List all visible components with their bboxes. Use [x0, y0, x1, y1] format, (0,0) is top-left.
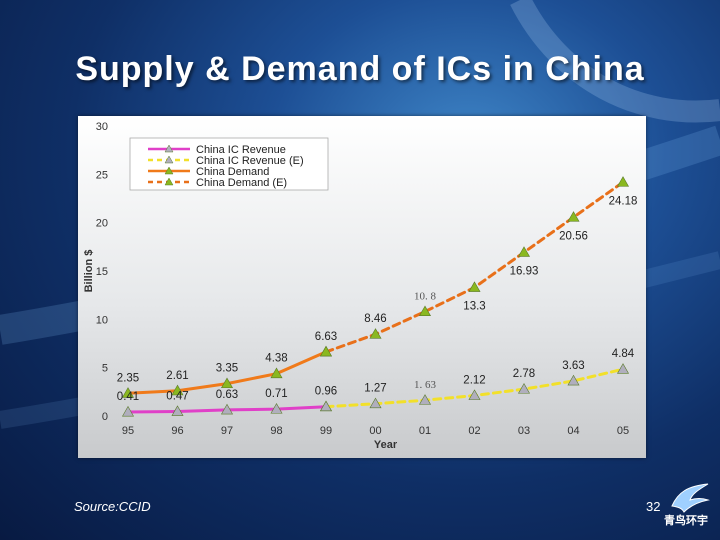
series-marker-1	[468, 389, 481, 400]
y-tick-label: 30	[96, 121, 108, 133]
x-axis-title: Year	[374, 439, 398, 451]
data-label: 2.78	[513, 368, 535, 380]
legend-marker-1	[164, 155, 174, 164]
series-marker-3	[567, 211, 580, 222]
x-tick-label: 96	[171, 425, 183, 437]
data-label: 10. 8	[414, 291, 437, 303]
series-marker-0	[270, 403, 283, 414]
series-marker-0	[171, 405, 184, 416]
series-marker-3	[418, 305, 432, 317]
legend-entry: China IC Revenue (E)	[196, 155, 304, 167]
series-marker-3	[369, 328, 382, 339]
data-label: 20.56	[559, 230, 588, 242]
data-label: 4.84	[612, 348, 635, 360]
series-marker-1	[616, 363, 630, 374]
data-label: 0.96	[315, 386, 337, 398]
x-tick-label: 95	[122, 425, 134, 437]
data-label: 0.47	[166, 390, 188, 402]
logo-text: 青鸟环宇	[664, 515, 708, 527]
data-label: 2.35	[117, 372, 139, 384]
series-marker-1	[418, 394, 432, 405]
legend-box	[129, 137, 329, 191]
x-tick-label: 03	[518, 425, 530, 437]
data-label: 0.71	[265, 388, 287, 400]
data-label: 4.38	[265, 353, 287, 365]
y-tick-label: 25	[96, 169, 108, 181]
data-label: 1. 63	[414, 379, 437, 391]
series-marker-3	[616, 176, 630, 187]
series-marker-2	[270, 367, 283, 379]
legend-marker-3	[164, 177, 174, 186]
y-tick-label: 20	[96, 218, 108, 230]
data-label: 3.63	[562, 360, 584, 372]
data-label: 3.35	[216, 363, 238, 375]
series-marker-2	[121, 387, 135, 398]
data-label: 0.63	[216, 389, 238, 401]
y-axis-title: Billion $	[83, 250, 95, 293]
x-tick-label: 04	[567, 425, 579, 437]
data-label: 2.61	[166, 370, 188, 382]
series-marker-3	[517, 246, 531, 257]
y-tick-label: 15	[96, 266, 108, 278]
x-tick-label: 98	[270, 425, 282, 437]
series-marker-1	[517, 383, 531, 394]
data-label: 2.12	[463, 375, 485, 387]
series-marker-1	[567, 374, 580, 386]
series-marker-2	[171, 384, 184, 396]
x-tick-label: 00	[369, 425, 381, 437]
slide-title: Supply & Demand of ICs in China	[75, 50, 645, 88]
data-label: 6.63	[315, 331, 337, 343]
data-label: 1.27	[364, 383, 386, 395]
bird-logo-icon	[671, 483, 710, 513]
data-label: 24.18	[609, 195, 638, 207]
y-tick-label: 10	[96, 314, 108, 326]
x-tick-label: 99	[320, 425, 332, 437]
x-tick-label: 05	[617, 425, 629, 437]
series-line-3	[324, 180, 625, 354]
data-label: 13.3	[463, 300, 485, 312]
x-tick-label: 97	[221, 425, 233, 437]
source-note: Source:CCID	[74, 499, 151, 514]
legend-marker-0	[164, 144, 174, 153]
chart-frame: 0 5 10 15 20 25 30 95 96 97 98 99 00 01 02 03 04 05 Year Bi…	[78, 116, 646, 458]
series-marker-3	[468, 281, 481, 292]
y-tick-label: 0	[102, 411, 108, 423]
series-marker-0	[121, 405, 135, 417]
x-tick-label: 01	[419, 425, 431, 437]
series-marker-2	[220, 377, 234, 389]
legend-entry: China Demand (E)	[196, 177, 287, 189]
series-marker-1	[369, 397, 382, 409]
legend-entry: China Demand	[196, 166, 269, 178]
page-number: 32	[646, 499, 661, 514]
data-label: 8.46	[364, 313, 386, 325]
data-label: 0.41	[117, 391, 139, 403]
legend-marker-2	[164, 166, 174, 175]
x-tick-label: 02	[468, 425, 480, 437]
y-tick-label: 5	[102, 363, 108, 375]
legend-entry: China IC Revenue	[196, 144, 286, 156]
data-label: 16.93	[510, 265, 539, 277]
series-marker-1	[319, 400, 333, 412]
series-marker-3	[319, 345, 333, 357]
series-marker-0	[220, 403, 234, 415]
